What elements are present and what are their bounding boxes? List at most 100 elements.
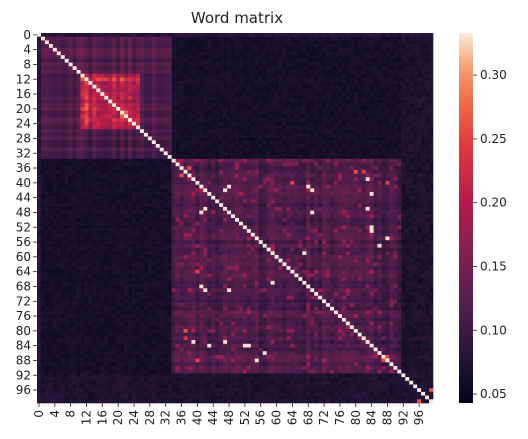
heatmap-cell (231, 195, 236, 200)
heatmap-cell (413, 158, 418, 163)
heatmap-cell (306, 155, 311, 160)
heatmap-cell (322, 103, 327, 108)
heatmap-cell (345, 77, 351, 82)
heatmap-cell (72, 192, 77, 197)
heatmap-cell (171, 192, 176, 197)
heatmap-cell (238, 99, 244, 104)
heatmap-cell (310, 99, 315, 104)
heatmap-cell (124, 147, 129, 152)
heatmap-cell (88, 199, 93, 204)
heatmap-cell (191, 99, 196, 104)
heatmap-cell (290, 147, 295, 152)
heatmap-cell (369, 177, 374, 182)
heatmap-cell (306, 206, 311, 211)
heatmap-cell (179, 58, 184, 63)
heatmap-cell (108, 210, 113, 215)
heatmap-cell (191, 173, 196, 178)
heatmap-cell (238, 173, 244, 178)
heatmap-cell (334, 36, 339, 41)
heatmap-cell (151, 107, 157, 111)
heatmap-cell (278, 33, 283, 37)
heatmap-cell (37, 199, 42, 204)
heatmap-cell (425, 81, 430, 86)
heatmap-cell (203, 210, 208, 215)
heatmap-cell (262, 73, 267, 78)
heatmap-cell (242, 214, 248, 219)
heatmap-cell (389, 107, 394, 111)
heatmap-cell (183, 129, 188, 134)
heatmap-cell (429, 162, 434, 167)
heatmap-cell (37, 132, 42, 137)
heatmap-cell (302, 77, 307, 82)
heatmap-cell (302, 206, 307, 211)
heatmap-cell (108, 62, 113, 67)
heatmap-cell (322, 214, 327, 219)
heatmap-cell (373, 47, 378, 52)
heatmap-cell (357, 188, 363, 193)
heatmap-cell (417, 84, 422, 89)
heatmap-cell (298, 114, 303, 119)
heatmap-cell (211, 140, 216, 145)
heatmap-cell (175, 81, 180, 86)
heatmap-cell (195, 73, 200, 78)
heatmap-cell (116, 107, 121, 111)
heatmap-cell (183, 199, 188, 204)
heatmap-cell (211, 55, 216, 60)
heatmap-cell (353, 66, 359, 71)
heatmap-cell (345, 203, 351, 208)
heatmap-cell (373, 151, 378, 156)
heatmap-cell (337, 81, 343, 86)
heatmap-cell (417, 95, 422, 100)
heatmap-cell (96, 47, 101, 52)
heatmap-cell (96, 132, 101, 137)
heatmap-cell (262, 214, 267, 219)
heatmap-cell (211, 177, 216, 182)
heatmap-cell (76, 44, 81, 49)
heatmap-cell (84, 192, 89, 197)
heatmap-cell (286, 192, 291, 197)
heatmap-cell (235, 110, 240, 115)
heatmap-cell (349, 158, 355, 163)
heatmap-cell (345, 214, 351, 219)
heatmap-cell (302, 107, 307, 111)
heatmap-cell (211, 181, 216, 185)
heatmap-cell (37, 118, 42, 123)
heatmap-cell (199, 77, 204, 82)
heatmap-cell (68, 177, 73, 182)
heatmap-cell (357, 162, 363, 167)
heatmap-cell (235, 125, 240, 130)
heatmap-cell (314, 125, 319, 130)
heatmap-cell (88, 177, 93, 182)
heatmap-cell (136, 136, 141, 141)
heatmap-cell (227, 195, 232, 200)
heatmap-cell (171, 110, 176, 115)
heatmap-cell (120, 81, 125, 86)
heatmap-cell (179, 88, 184, 93)
heatmap-cell (341, 62, 347, 67)
heatmap-cell (246, 95, 252, 100)
heatmap-cell (37, 66, 42, 71)
heatmap-cell (393, 151, 398, 156)
heatmap-cell (417, 107, 422, 111)
heatmap-cell (223, 144, 228, 148)
heatmap-cell (143, 51, 149, 56)
heatmap-cell (361, 147, 366, 152)
heatmap-cell (195, 132, 200, 137)
heatmap-cell (120, 107, 125, 111)
heatmap-cell (151, 129, 157, 134)
heatmap-cell (314, 118, 319, 123)
heatmap-cell (155, 155, 161, 160)
heatmap-cell (72, 206, 77, 211)
heatmap-cell (191, 47, 196, 52)
heatmap-cell (290, 92, 295, 97)
heatmap-cell (254, 140, 260, 145)
heatmap-cell (155, 136, 161, 141)
heatmap-cell (231, 84, 236, 89)
heatmap-cell (179, 129, 184, 134)
heatmap-cell (254, 129, 260, 134)
heatmap-cell (76, 155, 81, 160)
heatmap-cell (373, 121, 378, 126)
heatmap-cell (72, 210, 77, 215)
heatmap-cell (128, 77, 133, 82)
heatmap-cell (56, 77, 62, 82)
